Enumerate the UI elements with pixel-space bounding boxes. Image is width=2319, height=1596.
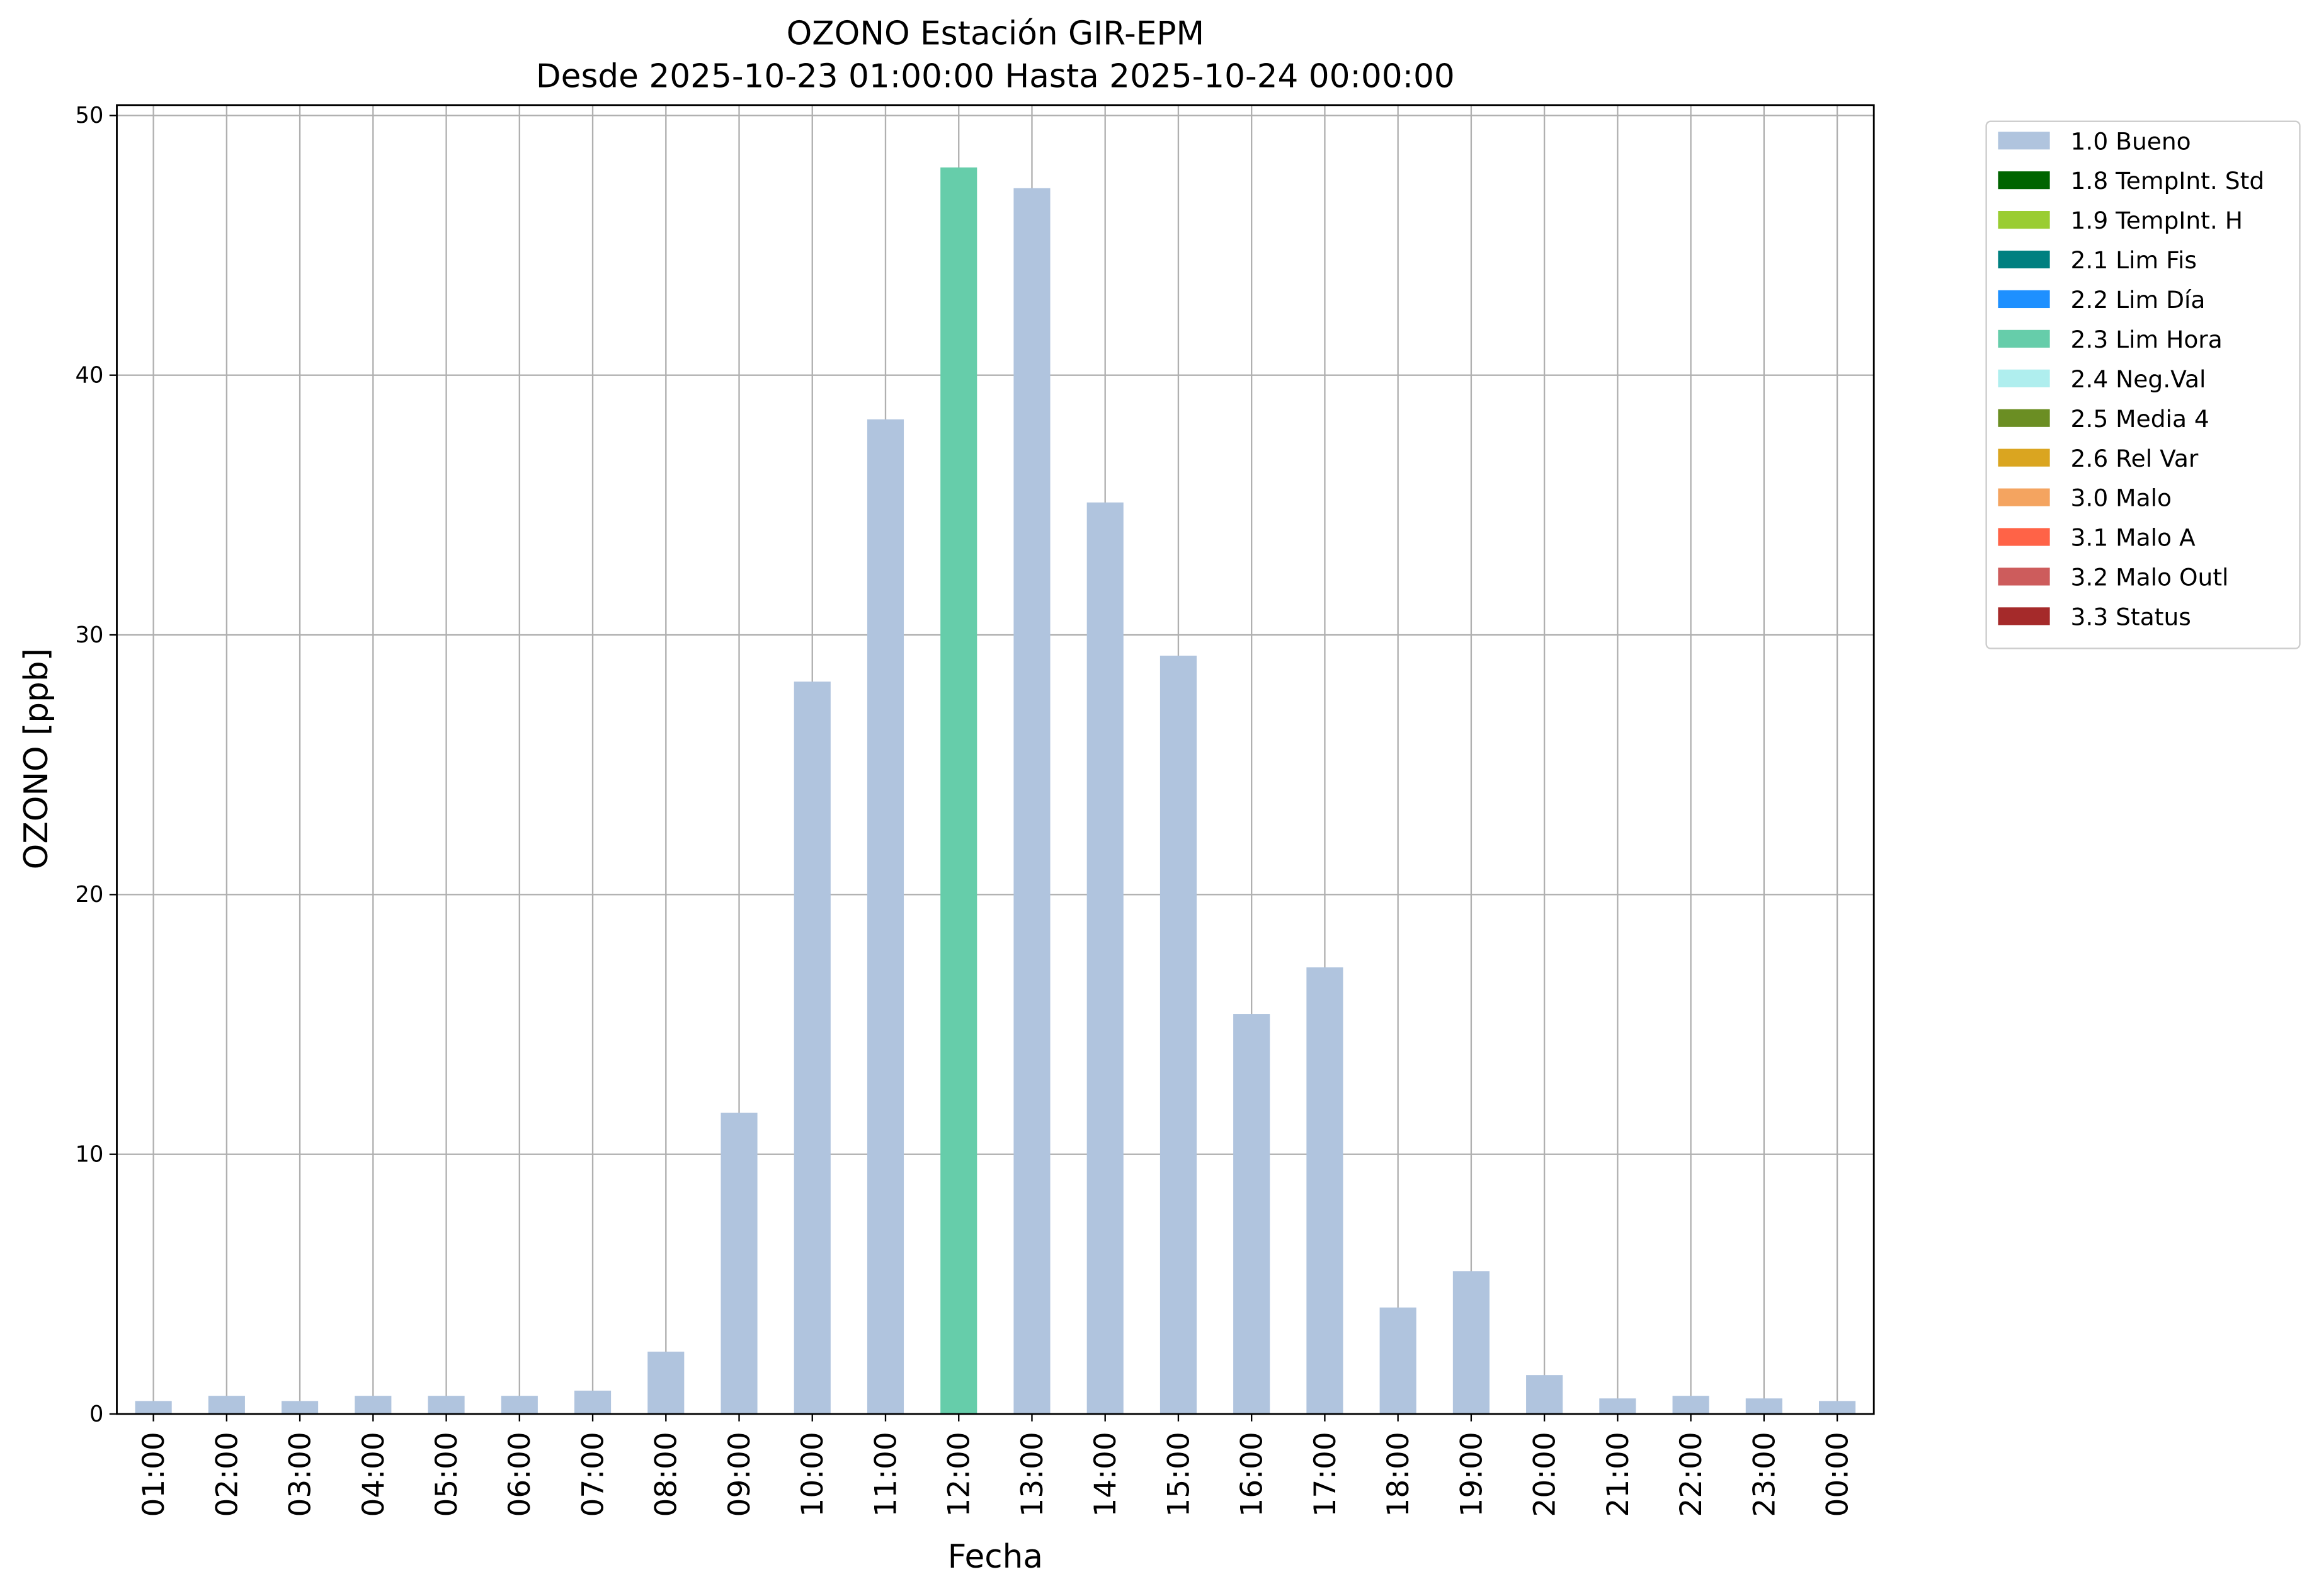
y-tick-label: 0 bbox=[89, 1401, 103, 1427]
y-axis-label: OZONO [ppb] bbox=[18, 648, 55, 869]
x-tick-label: 21:00 bbox=[1601, 1432, 1636, 1517]
x-tick-label: 19:00 bbox=[1454, 1432, 1489, 1517]
y-tick-label: 40 bbox=[76, 362, 104, 388]
x-tick-label: 08:00 bbox=[649, 1432, 684, 1517]
x-tick-label: 03:00 bbox=[283, 1432, 318, 1517]
legend-label: 3.2 Malo Outl bbox=[2071, 564, 2229, 591]
x-tick-label: 12:00 bbox=[942, 1432, 977, 1517]
legend-swatch bbox=[1998, 607, 2050, 625]
bar bbox=[1526, 1375, 1563, 1415]
x-tick-label: 11:00 bbox=[869, 1432, 903, 1517]
bar bbox=[282, 1401, 319, 1415]
x-tick-label: 15:00 bbox=[1161, 1432, 1196, 1517]
plot-frame bbox=[116, 104, 1875, 1415]
legend-label: 3.3 Status bbox=[2071, 603, 2191, 630]
x-tick-label: 06:00 bbox=[503, 1432, 537, 1517]
bar bbox=[428, 1396, 465, 1415]
legend-label: 2.5 Media 4 bbox=[2071, 405, 2209, 433]
legend-label: 2.3 Lim Hora bbox=[2071, 326, 2223, 353]
legend-swatch bbox=[1998, 448, 2050, 467]
legend-swatch bbox=[1998, 210, 2050, 229]
bar bbox=[1599, 1398, 1636, 1415]
x-tick-label: 23:00 bbox=[1747, 1432, 1782, 1517]
x-tick-label: 18:00 bbox=[1381, 1432, 1416, 1517]
y-tick-label: 20 bbox=[76, 882, 104, 908]
legend-label: 2.6 Rel Var bbox=[2071, 445, 2199, 472]
y-tick-label: 10 bbox=[76, 1141, 104, 1167]
x-tick-label: 05:00 bbox=[430, 1432, 464, 1517]
bar bbox=[1013, 188, 1051, 1415]
x-tick-label: 07:00 bbox=[576, 1432, 610, 1517]
x-tick-label: 16:00 bbox=[1235, 1432, 1270, 1517]
bar bbox=[1819, 1401, 1856, 1415]
legend-label: 1.8 TempInt. Std bbox=[2071, 167, 2265, 195]
x-tick-label: 01:00 bbox=[137, 1432, 171, 1517]
legend-label: 3.1 Malo A bbox=[2071, 524, 2196, 552]
x-tick-label: 09:00 bbox=[722, 1432, 757, 1517]
legend-label: 2.4 Neg.Val bbox=[2071, 365, 2206, 393]
legend-swatch bbox=[1998, 250, 2050, 269]
bar bbox=[1452, 1271, 1490, 1415]
y-tick-label: 50 bbox=[76, 103, 104, 128]
y-tick-label: 30 bbox=[76, 622, 104, 648]
bar bbox=[1379, 1307, 1416, 1415]
legend-label: 2.2 Lim Día bbox=[2071, 286, 2206, 314]
x-tick-label: 22:00 bbox=[1674, 1432, 1709, 1517]
legend-swatch bbox=[1998, 409, 2050, 427]
x-tick-label: 20:00 bbox=[1528, 1432, 1563, 1517]
bar bbox=[940, 167, 977, 1415]
legend-label: 1.0 Bueno bbox=[2071, 127, 2191, 155]
legend-swatch bbox=[1998, 488, 2050, 506]
bar bbox=[1086, 502, 1124, 1415]
legend-swatch bbox=[1998, 132, 2050, 150]
legend-label: 1.9 TempInt. H bbox=[2071, 207, 2243, 234]
bar bbox=[574, 1390, 612, 1415]
bar bbox=[1160, 656, 1197, 1415]
legend-swatch bbox=[1998, 369, 2050, 387]
legend-box bbox=[1985, 120, 2301, 649]
bar bbox=[647, 1352, 685, 1415]
bar bbox=[721, 1112, 758, 1415]
legend-swatch bbox=[1998, 567, 2050, 586]
chart-title: OZONO Estación GIR-EPM bbox=[787, 15, 1204, 53]
bar bbox=[1745, 1398, 1782, 1415]
legend-swatch bbox=[1998, 290, 2050, 309]
legend-label: 2.1 Lim Fis bbox=[2071, 246, 2197, 274]
x-tick-label: 10:00 bbox=[795, 1432, 830, 1517]
x-axis-label: Fecha bbox=[948, 1538, 1043, 1576]
legend-label: 3.0 Malo bbox=[2071, 484, 2172, 512]
x-tick-label: 13:00 bbox=[1015, 1432, 1050, 1517]
bar bbox=[794, 681, 831, 1415]
bar bbox=[208, 1396, 245, 1415]
x-tick-label: 00:00 bbox=[1821, 1432, 1855, 1517]
bar bbox=[135, 1401, 172, 1415]
legend-swatch bbox=[1998, 528, 2050, 546]
bar bbox=[355, 1396, 392, 1415]
bar bbox=[1306, 967, 1343, 1415]
x-tick-label: 02:00 bbox=[210, 1432, 244, 1517]
legend-swatch bbox=[1998, 171, 2050, 190]
x-tick-label: 04:00 bbox=[356, 1432, 391, 1517]
legend-swatch bbox=[1998, 329, 2050, 348]
bar bbox=[867, 419, 904, 1415]
x-tick-label: 17:00 bbox=[1308, 1432, 1343, 1517]
x-tick-label: 14:00 bbox=[1088, 1432, 1123, 1517]
chart-subtitle: Desde 2025-10-23 01:00:00 Hasta 2025-10-… bbox=[536, 58, 1455, 96]
bar bbox=[1672, 1396, 1709, 1415]
bar bbox=[1233, 1014, 1270, 1415]
bar bbox=[501, 1396, 538, 1415]
